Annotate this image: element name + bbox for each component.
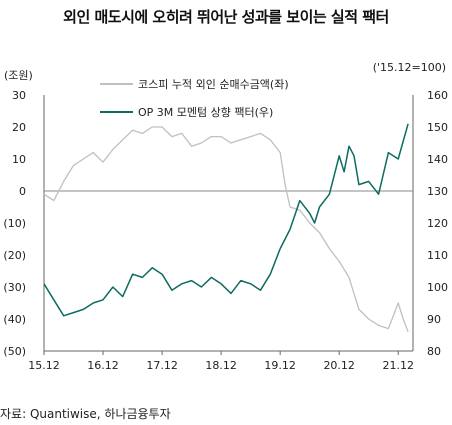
left-tick-label: (10) [3,217,26,230]
left-tick-label: 30 [12,89,26,102]
right-tick-label: 90 [427,313,441,326]
left-tick-label: (20) [3,249,26,262]
right-tick-label: 110 [427,249,448,262]
left-axis-unit: (조원) [4,69,33,82]
left-tick-label: 0 [19,185,26,198]
x-tick-label: 16.12 [87,359,119,372]
x-tick-label: 17.12 [146,359,178,372]
left-tick-label: (40) [3,313,26,326]
left-tick-label: 10 [12,153,26,166]
x-tick-label: 21.12 [382,359,414,372]
x-tick-label: 15.12 [28,359,60,372]
right-tick-label: 100 [427,281,448,294]
left-tick-label: (30) [3,281,26,294]
series-line-1 [43,126,409,333]
right-tick-label: 150 [427,121,448,134]
right-tick-label: 160 [427,89,448,102]
source-note: 자료: Quantiwise, 하나금융투자 [0,407,171,421]
right-axis-unit: ('15.12=100) [373,61,446,74]
left-tick-label: (50) [3,345,26,358]
legend-label-1: 코스피 누적 외인 순매수금액(좌) [138,78,289,91]
right-tick-label: 80 [427,345,441,358]
chart-title: 외인 매도시에 오히려 뛰어난 성과를 보이는 실적 팩터 [63,8,389,26]
left-tick-label: 20 [12,121,26,134]
x-tick-label: 20.12 [323,359,355,372]
right-tick-label: 140 [427,153,448,166]
x-tick-label: 18.12 [205,359,237,372]
right-tick-label: 120 [427,217,448,230]
series-line-2 [43,123,409,317]
legend-label-2: OP 3M 모멘텀 상향 팩터(우) [138,106,273,119]
right-tick-label: 130 [427,185,448,198]
x-tick-label: 19.12 [264,359,296,372]
